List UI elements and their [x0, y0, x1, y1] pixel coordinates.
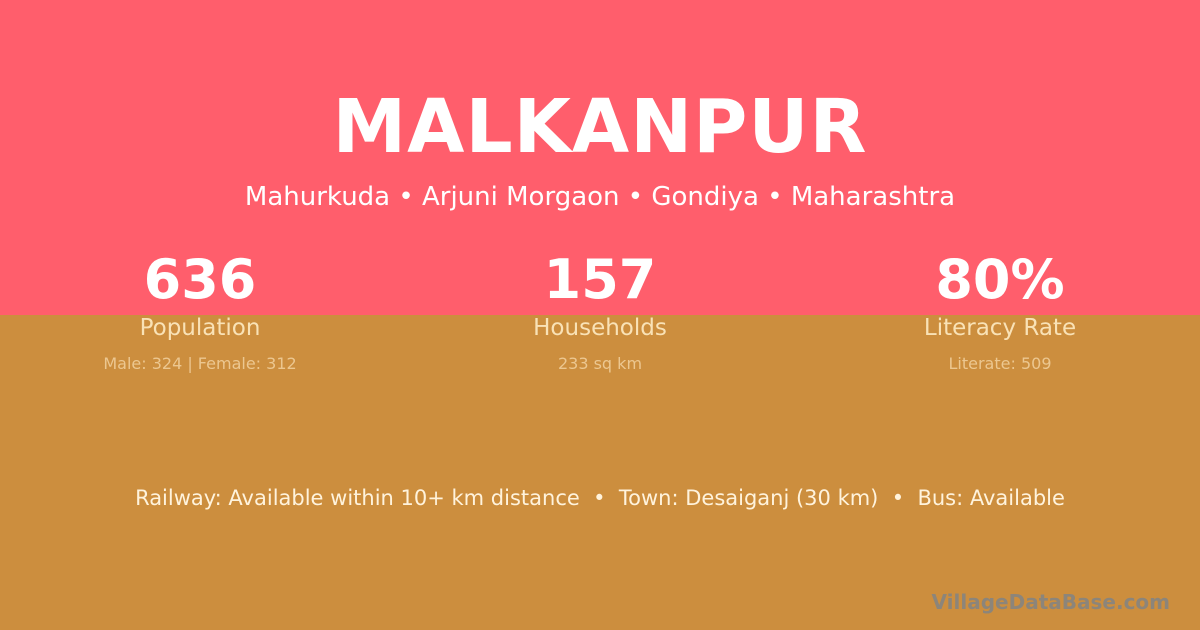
body-band	[0, 315, 1200, 630]
population-detail: Male: 324 | Female: 312	[103, 354, 297, 373]
population-label: Population	[139, 315, 261, 341]
location-breadcrumb: Mahurkuda • Arjuni Morgaon • Gondiya • M…	[244, 182, 956, 212]
village-name: MALKANPUR	[332, 84, 868, 170]
literacy-value: 80%	[935, 248, 1065, 311]
population-value: 636	[143, 248, 257, 311]
transport-info: Railway: Available within 10+ km distanc…	[135, 486, 1065, 510]
literacy-detail: Literate: 509	[948, 354, 1052, 373]
watermark-logo: VillageDataBase.com	[931, 590, 1170, 614]
literacy-label: Literacy Rate	[923, 315, 1077, 341]
households-value: 157	[543, 248, 657, 311]
header-band	[0, 0, 1200, 315]
area-detail: 233 sq km	[557, 354, 643, 373]
households-label: Households	[533, 315, 667, 341]
